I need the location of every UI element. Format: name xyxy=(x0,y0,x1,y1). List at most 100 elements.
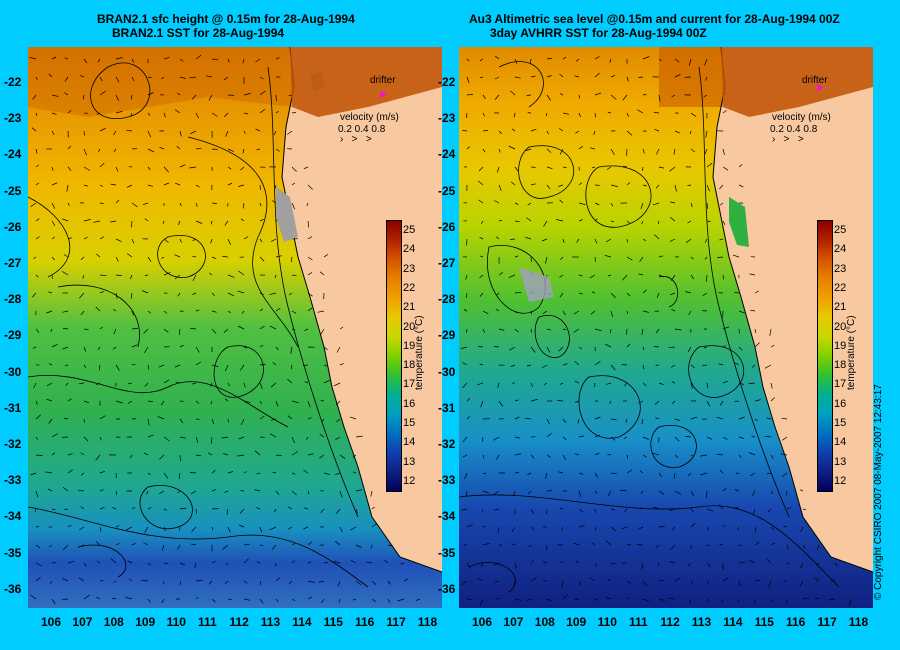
velocity-arrow xyxy=(594,452,600,456)
lat-label: -23 xyxy=(4,111,22,126)
velocity-arrow xyxy=(302,364,309,366)
velocity-arrow xyxy=(147,166,151,171)
colorbar-tick-label: 18 xyxy=(834,359,847,372)
velocity-arrow xyxy=(530,454,535,459)
velocity-arrow xyxy=(674,418,681,422)
velocity-arrow xyxy=(642,56,650,60)
velocity-arrow xyxy=(480,400,484,408)
velocity-arrow xyxy=(33,382,37,389)
velocity-arrow xyxy=(669,166,676,172)
velocity-arrow xyxy=(542,310,548,314)
velocity-arrow xyxy=(591,291,596,294)
velocity-arrow xyxy=(738,416,745,420)
velocity-arrow xyxy=(179,344,184,348)
velocity-arrow xyxy=(706,220,711,222)
velocity-arrow xyxy=(493,436,500,441)
velocity-arrow xyxy=(243,346,248,349)
velocity-arrow xyxy=(99,90,106,96)
velocity-arrow xyxy=(706,526,709,531)
velocity-arrow xyxy=(514,202,519,205)
velocity-arrow xyxy=(80,256,85,261)
velocity-arrow xyxy=(33,256,37,259)
velocity-arrow xyxy=(594,526,597,531)
velocity-arrow xyxy=(738,184,744,188)
velocity-arrow xyxy=(115,274,122,276)
velocity-arrow xyxy=(604,343,612,348)
velocity-arrow xyxy=(339,526,343,532)
right-colorbar-title: temperature (°C) xyxy=(846,315,857,390)
velocity-arrow xyxy=(63,328,69,330)
lat-label: -32 xyxy=(438,437,456,451)
velocity-arrow xyxy=(703,94,708,98)
velocity-arrow xyxy=(526,217,532,222)
velocity-arrow xyxy=(238,270,245,276)
velocity-arrow xyxy=(83,166,91,171)
velocity-arrow xyxy=(514,436,521,439)
velocity-arrow xyxy=(157,416,165,420)
velocity-arrow xyxy=(163,310,168,314)
velocity-arrow xyxy=(99,526,102,532)
velocity-arrow xyxy=(766,472,772,475)
copyright-text: © Copyright CSIRO 2007 08-May-2007 12:43… xyxy=(873,384,884,600)
velocity-arrow xyxy=(35,544,41,549)
velocity-arrow xyxy=(131,310,135,316)
velocity-arrow xyxy=(481,562,484,568)
velocity-arrow xyxy=(514,562,517,569)
velocity-arrow xyxy=(259,308,263,312)
velocity-arrow xyxy=(275,454,282,457)
velocity-arrow xyxy=(370,544,373,549)
velocity-arrow xyxy=(574,360,580,366)
velocity-arrow xyxy=(625,418,628,423)
velocity-arrow xyxy=(110,220,117,223)
velocity-arrow xyxy=(495,55,500,60)
velocity-arrow xyxy=(95,382,101,386)
velocity-arrow xyxy=(545,256,548,264)
velocity-arrow xyxy=(770,598,773,603)
velocity-arrow xyxy=(674,130,681,134)
velocity-arrow xyxy=(32,94,37,100)
velocity-arrow xyxy=(61,598,69,601)
velocity-arrow xyxy=(273,130,277,136)
velocity-arrow xyxy=(610,472,617,475)
velocity-arrow xyxy=(546,130,549,135)
velocity-arrow xyxy=(110,558,117,564)
velocity-arrow xyxy=(722,326,730,330)
lat-label: -27 xyxy=(4,256,22,270)
lat-label: -35 xyxy=(4,545,22,560)
velocity-arrow xyxy=(748,382,756,385)
velocity-arrow xyxy=(211,526,214,531)
velocity-arrow xyxy=(370,490,373,497)
velocity-arrow xyxy=(291,274,297,277)
velocity-arrow xyxy=(352,598,357,601)
velocity-arrow xyxy=(241,310,245,315)
velocity-arrow xyxy=(464,472,468,480)
velocity-arrow xyxy=(815,597,820,600)
colorbar-tick-label: 24 xyxy=(834,243,847,256)
velocity-arrow xyxy=(321,598,325,604)
velocity-arrow xyxy=(259,415,265,420)
velocity-arrow xyxy=(51,94,59,97)
velocity-arrow xyxy=(689,598,692,605)
velocity-arrow xyxy=(738,544,742,547)
velocity-arrow xyxy=(96,112,101,115)
velocity-arrow xyxy=(195,400,200,404)
velocity-arrow xyxy=(685,238,692,244)
lat-label: -28 xyxy=(438,292,456,307)
velocity-arrow xyxy=(717,256,724,258)
velocity-arrow xyxy=(722,436,728,440)
velocity-arrow xyxy=(159,146,165,150)
velocity-arrow xyxy=(259,108,266,114)
left-contours xyxy=(28,62,369,588)
velocity-arrow xyxy=(610,310,614,318)
velocity-arrow xyxy=(333,382,341,387)
velocity-arrow xyxy=(719,400,724,406)
velocity-arrow xyxy=(163,508,167,511)
velocity-arrow xyxy=(237,454,245,457)
velocity-arrow xyxy=(178,328,181,335)
velocity-arrow xyxy=(626,112,629,117)
velocity-arrow xyxy=(750,309,756,312)
velocity-arrow xyxy=(205,75,213,78)
velocity-arrow xyxy=(594,434,601,438)
velocity-arrow xyxy=(93,220,101,223)
lon-label: 117 xyxy=(386,615,406,629)
